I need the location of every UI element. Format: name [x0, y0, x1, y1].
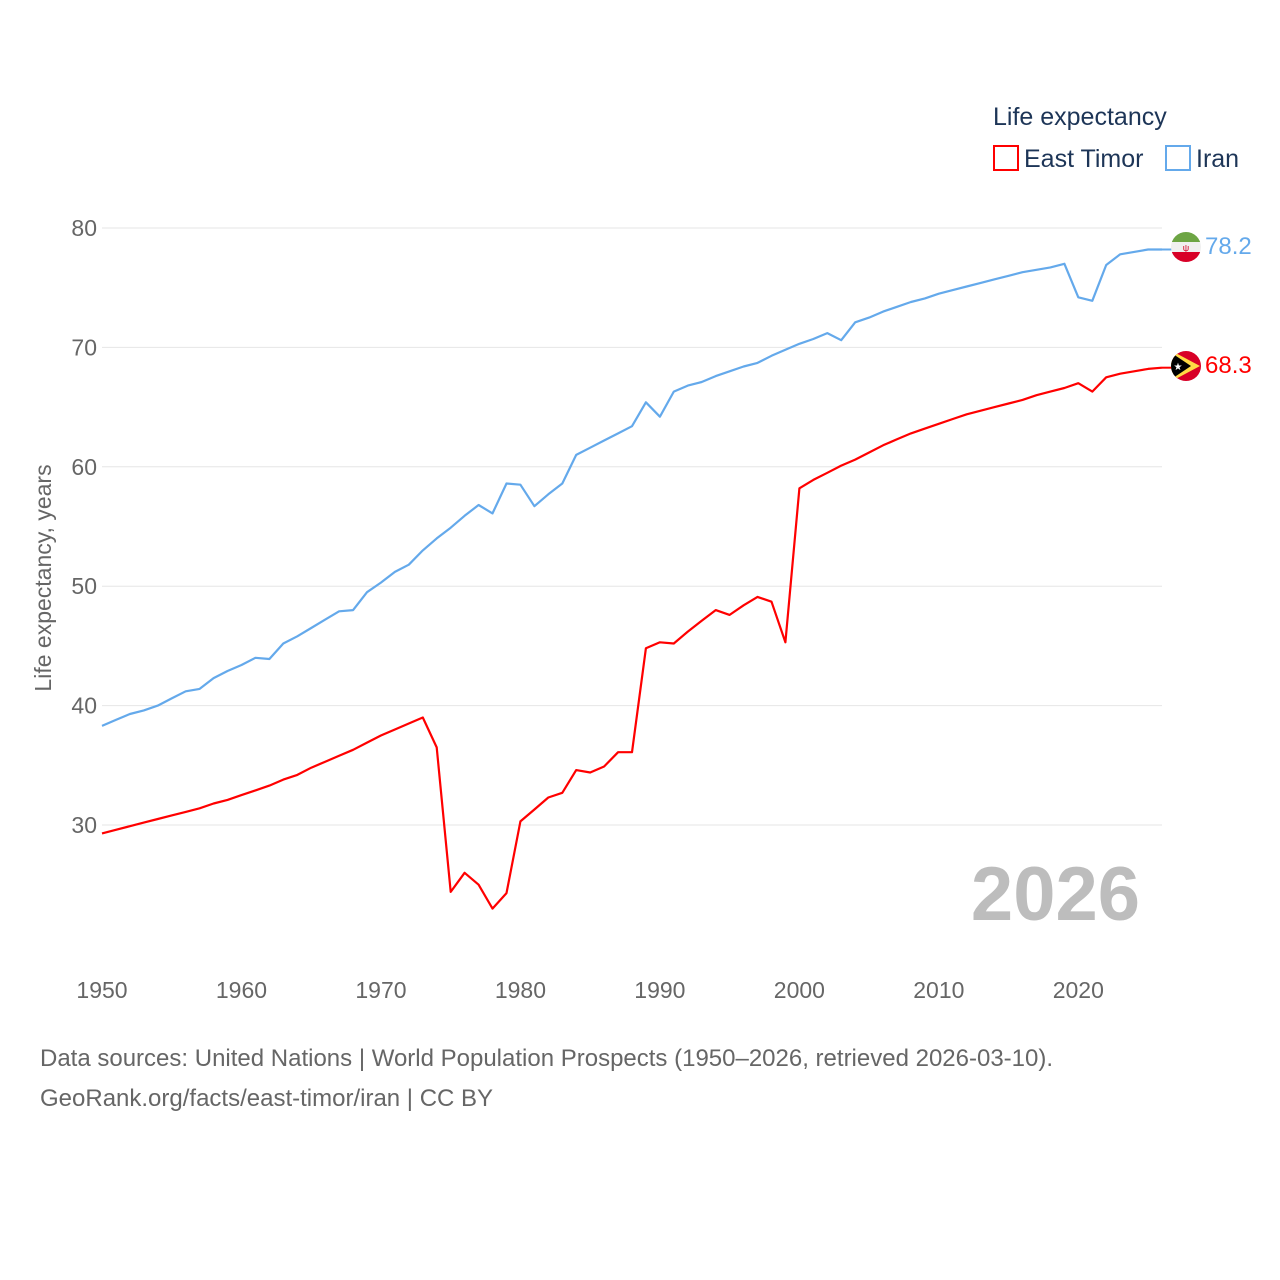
end-label-east-timor: 68.3 — [1205, 352, 1252, 379]
y-tick-label: 80 — [71, 215, 97, 241]
y-axis-ticks: 30 40 50 60 70 80 — [71, 215, 97, 838]
x-tick-label: 1980 — [495, 977, 546, 1003]
x-axis-ticks: 1950 1960 1970 1980 1990 2000 2010 2020 — [76, 977, 1103, 1003]
y-axis-label: Life expectancy, years — [30, 464, 56, 691]
footer-attribution[interactable]: GeoRank.org/facts/east-timor/iran | CC B… — [40, 1085, 494, 1112]
legend-label-iran[interactable]: Iran — [1196, 145, 1239, 173]
svg-text:★: ★ — [1174, 362, 1183, 373]
year-label: 2026 — [971, 852, 1140, 937]
end-label-iran: 78.2 — [1205, 233, 1252, 260]
iran-flag-icon: ψ — [1171, 232, 1201, 262]
grid-lines — [102, 227, 1162, 826]
footer-sources: Data sources: United Nations | World Pop… — [40, 1045, 1054, 1072]
series-lines — [101, 248, 1172, 910]
series-line-east-timor — [101, 366, 1163, 910]
legend-swatch-iran — [1165, 145, 1191, 171]
x-tick-label: 2010 — [913, 977, 964, 1003]
east-timor-flag-icon: ★ — [1171, 351, 1201, 381]
legend: Life expectancy East Timor Iran — [993, 103, 1239, 173]
y-tick-label: 60 — [71, 454, 97, 480]
legend-label-east-timor[interactable]: East Timor — [1024, 145, 1143, 173]
x-tick-label: 1990 — [634, 977, 685, 1003]
x-tick-label: 2000 — [774, 977, 825, 1003]
x-tick-label: 1960 — [216, 977, 267, 1003]
svg-text:ψ: ψ — [1183, 243, 1189, 253]
legend-swatch-east-timor — [993, 145, 1019, 171]
y-tick-label: 30 — [71, 812, 97, 838]
y-tick-label: 40 — [71, 693, 97, 719]
y-tick-label: 70 — [71, 334, 97, 360]
x-tick-label: 2020 — [1053, 977, 1104, 1003]
y-tick-label: 50 — [71, 573, 97, 599]
x-tick-label: 1950 — [76, 977, 127, 1003]
series-line-iran — [101, 248, 1162, 727]
x-tick-label: 1970 — [355, 977, 406, 1003]
legend-title: Life expectancy — [993, 103, 1167, 131]
